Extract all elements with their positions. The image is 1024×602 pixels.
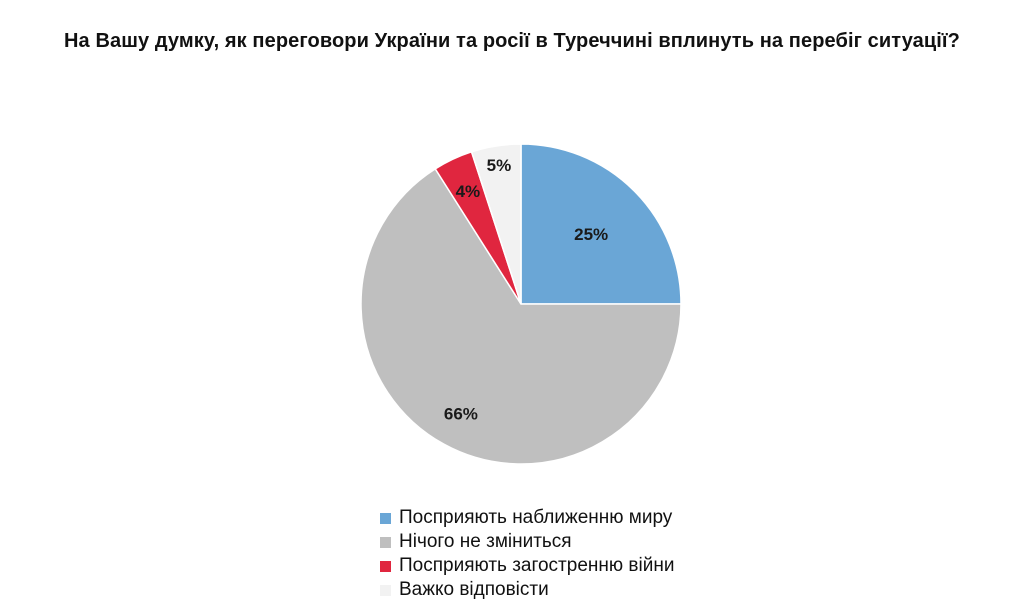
legend-label: Нічого не зміниться: [399, 531, 572, 552]
legend-label: Посприяють наближенню миру: [399, 507, 673, 528]
data-label-escalation: 4%: [456, 182, 481, 201]
data-label-peace: 25%: [574, 225, 608, 244]
legend-label: Важко відповісти: [399, 579, 549, 600]
legend-swatch: [380, 560, 391, 572]
legend-label: Посприяють загостренню війни: [399, 555, 675, 576]
legend-swatch: [380, 584, 391, 596]
legend-item-no-change: Нічого не зміниться: [380, 530, 780, 554]
pie-slice-no-change: [360, 167, 682, 465]
legend-item-escalation: Посприяють загостренню війни: [380, 554, 780, 578]
chart-title: На Вашу думку, як переговори України та …: [64, 30, 960, 52]
legend-item-hard-to-say: Важко відповісти: [380, 578, 780, 602]
data-label-hard-to-say: 5%: [487, 156, 512, 175]
legend-swatch: [380, 512, 391, 524]
pie-slice-peace: [520, 143, 682, 305]
legend-swatch: [380, 536, 391, 548]
pie-slice-hard-to-say: [470, 143, 522, 305]
chart-legend: Посприяють наближенню миру Нічого не змін…: [380, 506, 780, 602]
legend-item-peace: Посприяють наближенню миру: [380, 506, 780, 530]
data-label-no-change: 66%: [444, 404, 478, 423]
